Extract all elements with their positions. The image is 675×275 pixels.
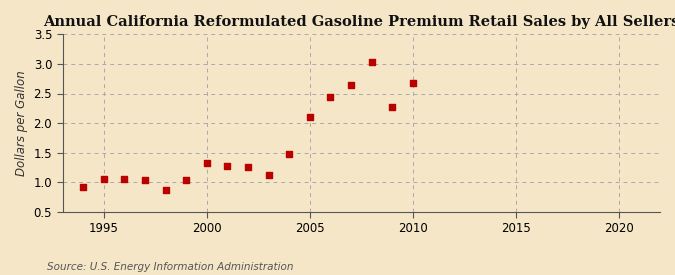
Point [346,82,356,87]
Title: Annual California Reformulated Gasoline Premium Retail Sales by All Sellers: Annual California Reformulated Gasoline … [43,15,675,29]
Point [284,152,294,156]
Point [78,185,88,189]
Text: Source: U.S. Energy Information Administration: Source: U.S. Energy Information Administ… [47,262,294,272]
Y-axis label: Dollars per Gallon: Dollars per Gallon [15,70,28,176]
Point [242,165,253,170]
Point [325,95,335,99]
Point [367,60,377,64]
Point [140,178,151,182]
Point [387,104,398,109]
Point [263,172,274,177]
Point [119,177,130,182]
Point [408,81,418,85]
Point [181,178,192,182]
Point [160,188,171,192]
Point [304,115,315,119]
Point [99,177,109,182]
Point [201,161,212,166]
Point [222,163,233,168]
